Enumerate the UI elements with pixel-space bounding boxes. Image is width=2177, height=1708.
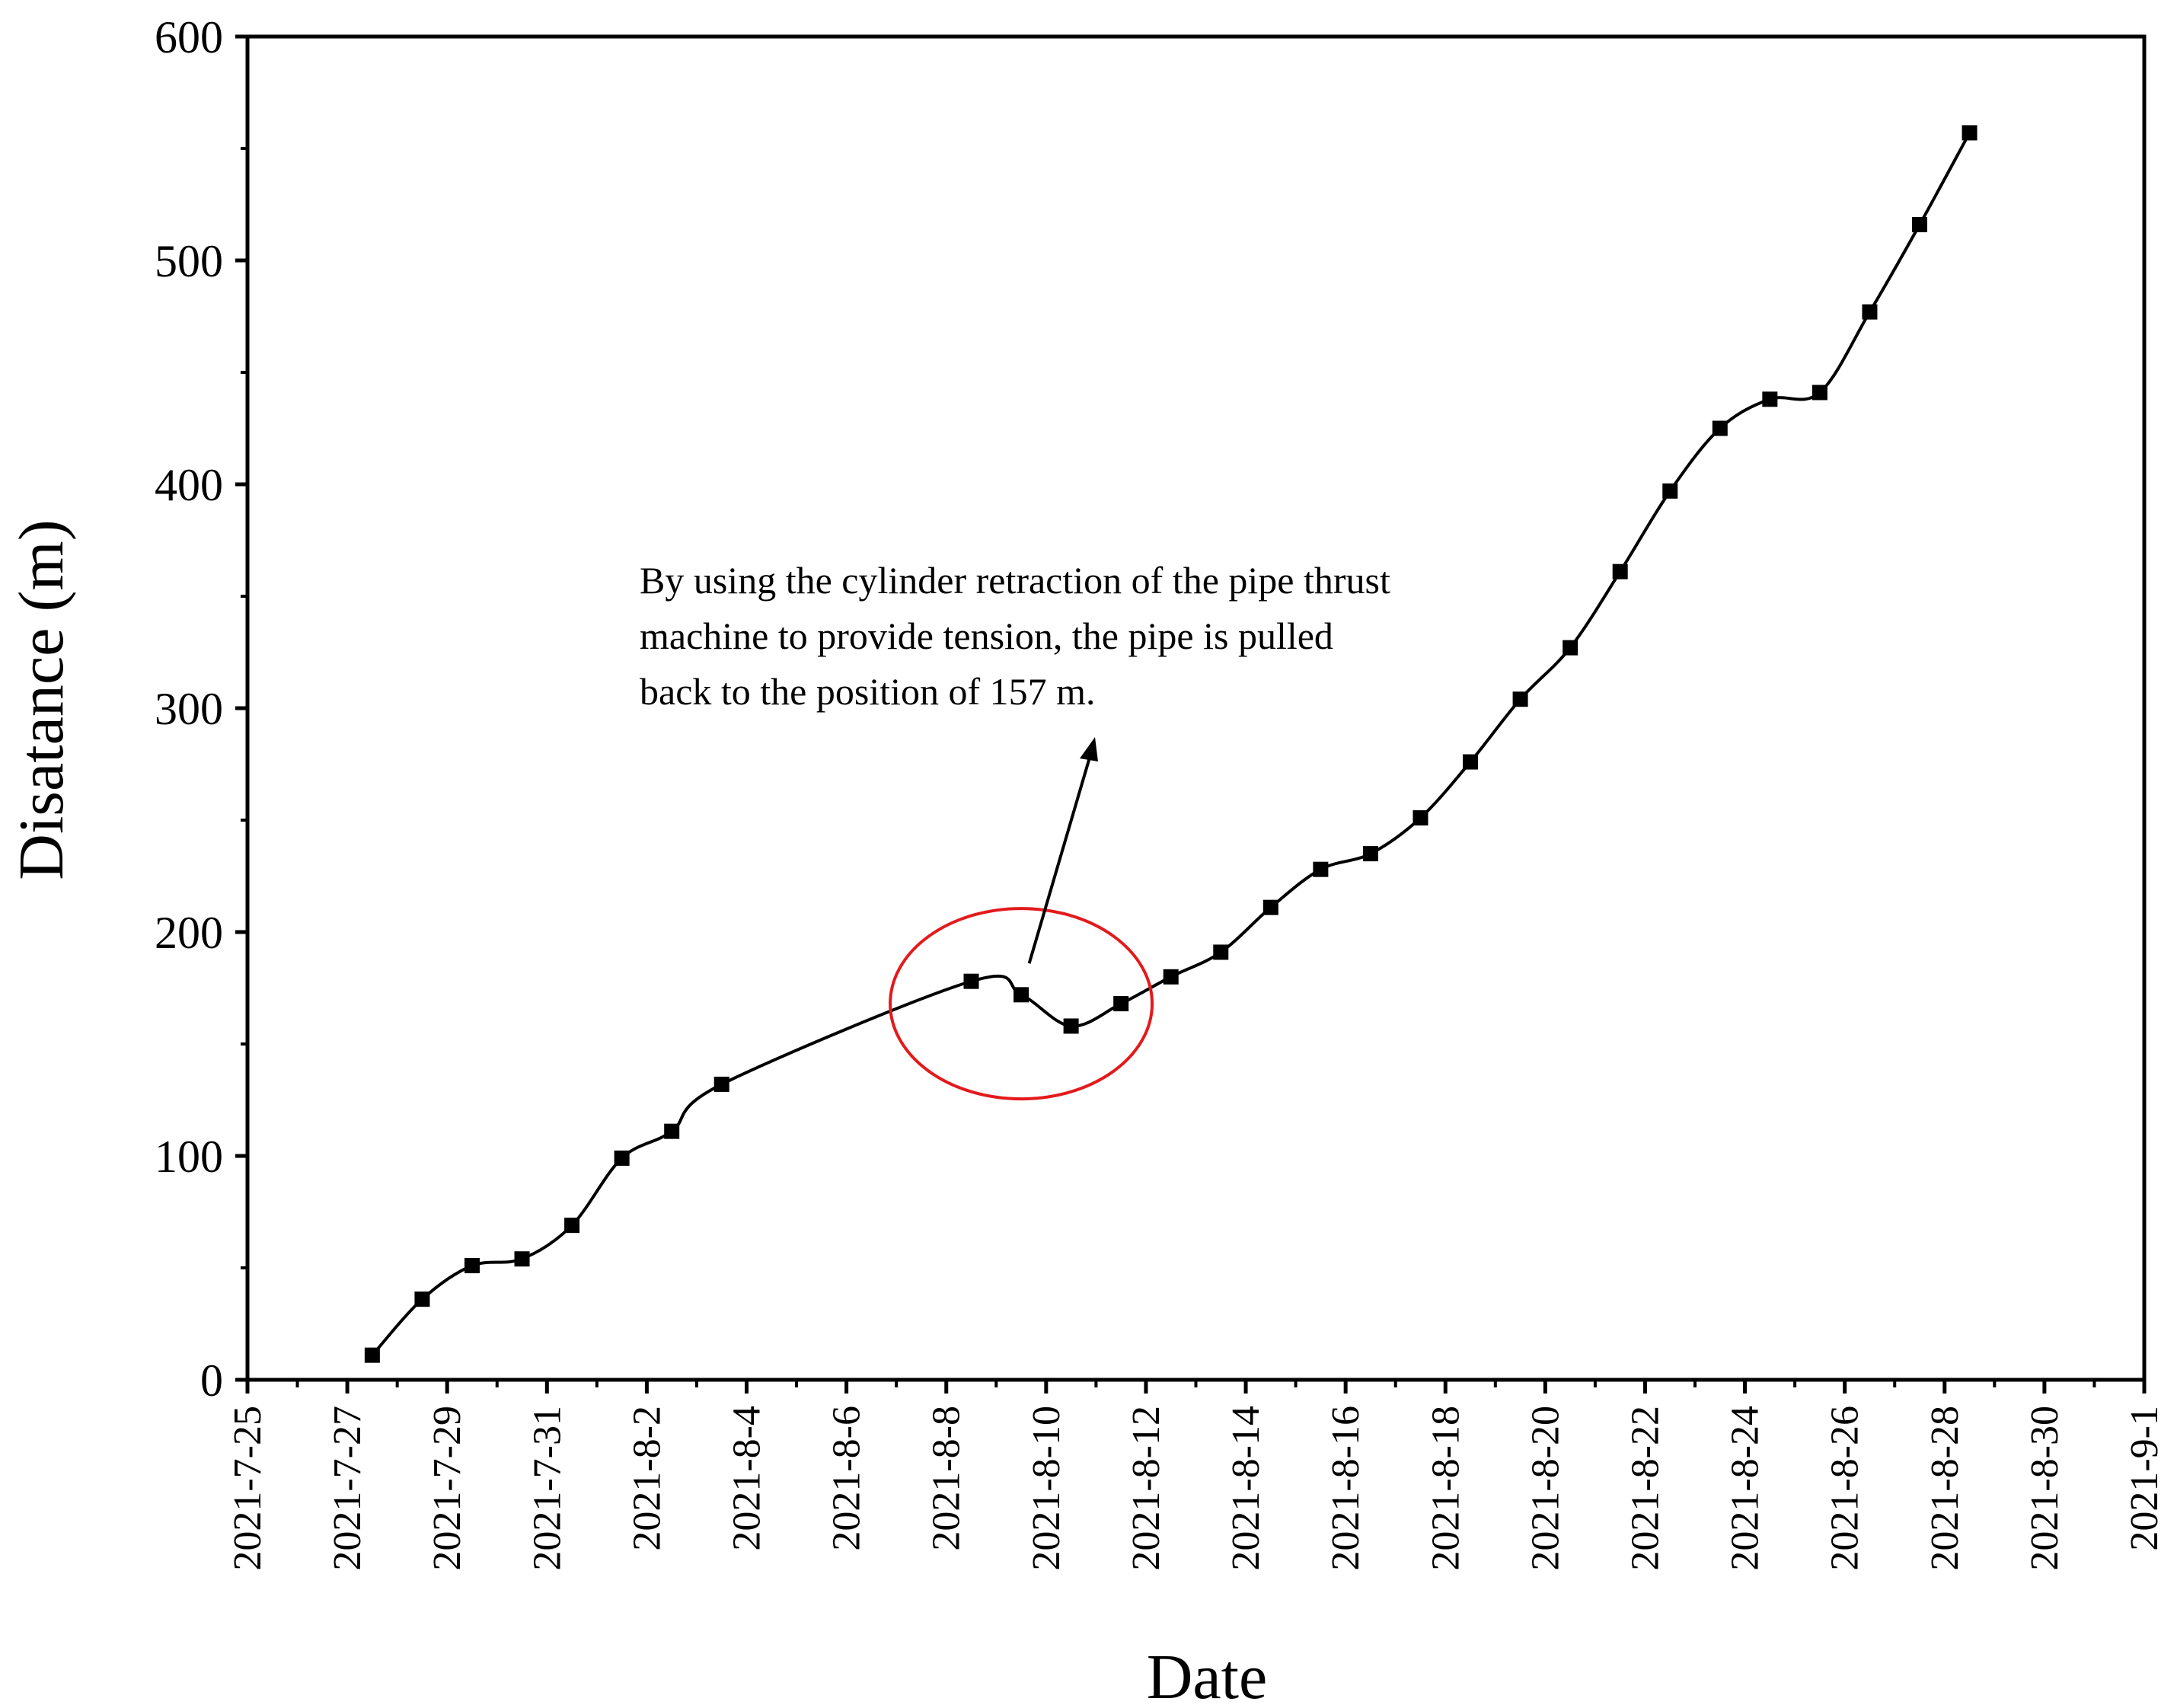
x-tick-label: 2021-8-18 bbox=[1424, 1406, 1467, 1571]
data-point bbox=[1962, 125, 1977, 141]
data-point bbox=[1912, 216, 1928, 232]
x-tick-label: 2021-8-28 bbox=[1923, 1406, 1967, 1571]
data-point bbox=[1262, 899, 1278, 915]
highlight-ellipse bbox=[889, 907, 1154, 1101]
annotation-line-3: back to the position of 157 m. bbox=[640, 670, 1096, 713]
data-point bbox=[963, 973, 979, 989]
data-point bbox=[664, 1123, 680, 1139]
series-layer bbox=[364, 125, 1977, 1363]
series-line bbox=[371, 132, 1971, 1357]
y-tick-label: 200 bbox=[155, 908, 223, 958]
x-tick-label: 2021-8-26 bbox=[1824, 1406, 1867, 1571]
x-axis: 2021-7-25 2021-7-27 2021-7-29 2021-7-31 2021… bbox=[226, 1380, 2166, 1571]
data-point bbox=[1862, 304, 1878, 320]
x-tick-label: 2021-7-27 bbox=[326, 1406, 369, 1571]
x-axis-title: Date bbox=[1147, 1642, 1268, 1708]
data-point bbox=[1362, 846, 1378, 862]
x-tick-label: 2021-8-12 bbox=[1125, 1406, 1168, 1571]
y-tick-label: 400 bbox=[155, 460, 223, 510]
x-tick-label: 2021-8-2 bbox=[625, 1406, 669, 1551]
data-point bbox=[514, 1251, 530, 1267]
data-point bbox=[1213, 944, 1229, 960]
data-point bbox=[1812, 385, 1827, 401]
x-tick-label: 2021-9-1 bbox=[2123, 1406, 2166, 1551]
data-point bbox=[1512, 691, 1528, 707]
data-point bbox=[614, 1150, 630, 1166]
annotation-arrow-shaft bbox=[1027, 752, 1093, 964]
data-point bbox=[1063, 1018, 1079, 1034]
data-point bbox=[364, 1347, 380, 1363]
highlight-layer bbox=[889, 737, 1154, 1101]
annotation-arrow-head bbox=[1080, 737, 1098, 761]
x-tick-label: 2021-8-4 bbox=[726, 1406, 769, 1551]
x-tick-label: 2021-8-14 bbox=[1224, 1406, 1268, 1571]
y-axis-title: Disatance (m) bbox=[6, 519, 77, 880]
x-tick-label: 2021-7-31 bbox=[525, 1406, 569, 1571]
x-tick-label: 2021-8-10 bbox=[1025, 1406, 1068, 1571]
data-point bbox=[1563, 640, 1578, 656]
data-point bbox=[1113, 996, 1129, 1012]
annotation-line-1: By using the cylinder retraction of the … bbox=[640, 559, 1390, 602]
y-tick-label: 100 bbox=[155, 1132, 223, 1182]
y-tick-label: 500 bbox=[155, 236, 223, 286]
x-tick-label: 2021-8-22 bbox=[1623, 1406, 1667, 1571]
x-tick-label: 2021-7-25 bbox=[226, 1406, 270, 1571]
x-tick-label: 2021-7-29 bbox=[426, 1406, 469, 1571]
x-tick-label: 2021-8-24 bbox=[1724, 1406, 1767, 1571]
data-point bbox=[1163, 969, 1179, 985]
data-point bbox=[1662, 483, 1678, 499]
y-tick-label: 600 bbox=[155, 12, 223, 62]
data-point bbox=[1762, 391, 1778, 407]
x-tick-label: 2021-8-20 bbox=[1524, 1406, 1567, 1571]
x-tick-label: 2021-8-6 bbox=[825, 1406, 869, 1551]
data-point bbox=[464, 1258, 480, 1274]
data-point bbox=[1612, 563, 1628, 579]
data-point bbox=[713, 1076, 729, 1092]
x-tick-label: 2021-8-30 bbox=[2023, 1406, 2067, 1571]
data-point bbox=[414, 1291, 430, 1307]
annotation-line-2: machine to provide tension, the pipe is … bbox=[640, 615, 1333, 657]
x-tick-label: 2021-8-8 bbox=[925, 1406, 969, 1551]
y-axis: 0 100 200 300 400 500 600 bbox=[155, 12, 247, 1406]
data-point bbox=[1013, 987, 1029, 1003]
y-tick-label: 300 bbox=[155, 684, 223, 734]
data-point bbox=[1412, 810, 1428, 826]
plot-frame bbox=[245, 34, 2147, 1382]
plot-border bbox=[245, 34, 2147, 1382]
x-tick-label: 2021-8-16 bbox=[1324, 1406, 1368, 1571]
data-point bbox=[1313, 861, 1329, 877]
data-point bbox=[1712, 420, 1728, 436]
data-point bbox=[564, 1218, 580, 1234]
data-point bbox=[1463, 754, 1479, 770]
y-tick-label: 0 bbox=[200, 1355, 223, 1406]
